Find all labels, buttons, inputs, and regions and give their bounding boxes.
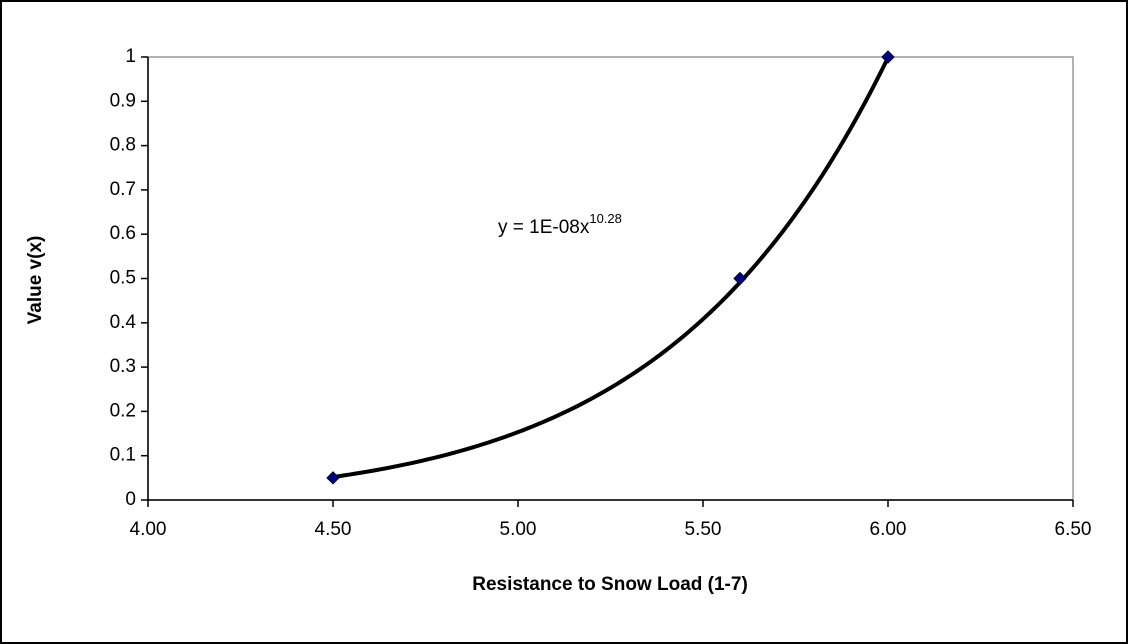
x-axis-title: Resistance to Snow Load (1-7) — [472, 574, 748, 595]
x-tick-label: 4.00 — [130, 519, 167, 540]
y-tick-label: 0.5 — [110, 268, 136, 289]
y-tick-label: 0.8 — [110, 135, 136, 156]
trendline — [331, 55, 890, 480]
x-tick-label: 6.50 — [1055, 519, 1092, 540]
x-tick-label: 6.00 — [870, 519, 907, 540]
y-tick-label: 0.9 — [110, 90, 136, 111]
y-tick-label: 0.6 — [110, 223, 136, 244]
y-tick-label: 0.7 — [110, 179, 136, 200]
y-tick-label: 0.4 — [110, 312, 137, 333]
x-tick-label: 5.50 — [685, 519, 722, 540]
data-point — [881, 50, 895, 64]
y-tick-label: 0 — [125, 489, 136, 510]
annotation-text: y = 1E-08x — [498, 217, 590, 238]
y-tick-label: 0.1 — [110, 445, 136, 466]
x-tick-label: 4.50 — [315, 519, 352, 540]
annotation: y = 1E-08x10.28 — [498, 211, 622, 238]
annotation-superscript: 10.28 — [589, 211, 622, 226]
y-tick-label: 0.3 — [110, 356, 136, 377]
y-tick-label: 0.2 — [110, 400, 136, 421]
data-point — [326, 471, 340, 485]
y-axis-title: Value v(x) — [25, 236, 46, 325]
data-point — [733, 271, 747, 286]
x-tick-label: 5.00 — [500, 519, 537, 540]
y-tick-label: 1 — [125, 46, 136, 67]
